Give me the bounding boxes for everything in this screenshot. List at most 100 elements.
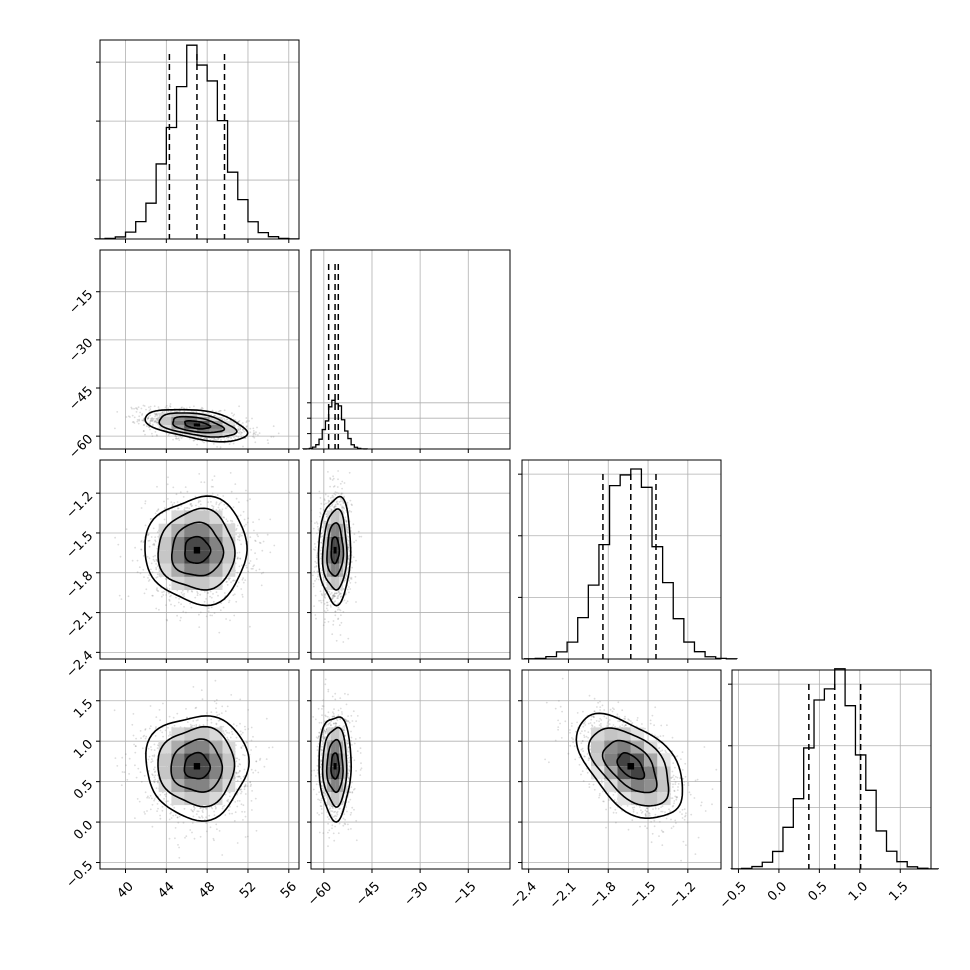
panel-frame [521,669,722,870]
x-tick-label-2-2: −1.8 [587,879,620,912]
density-cell [158,523,172,537]
density-cell [339,766,344,780]
density-cell [331,727,336,741]
y-tick-label-3-0: −0.5 [63,858,96,891]
density-content [113,679,274,859]
density-cell [335,766,340,780]
density-cell [644,779,658,793]
density-cell [604,727,618,741]
density-cell [339,792,344,806]
density-cell [331,576,336,590]
density-cell [184,727,197,741]
panel-frame [310,669,511,870]
y-tick-label-1-3: −15 [66,287,96,317]
density-cell [630,792,645,806]
density-panel-3-1 [307,669,511,873]
density-cell [339,550,344,564]
density-cell [171,766,185,780]
contour-level-1 [325,738,344,794]
density-cell [331,550,336,564]
contour-level-3 [318,716,353,823]
y-tick-label-2-2: −1.8 [63,569,96,602]
density-cell [158,766,172,780]
density-cell [335,536,340,551]
density-cell [323,766,327,780]
histogram-panel-0 [94,39,300,243]
x-tick-label-2-3: −1.5 [626,879,659,912]
x-tick-label-3-4: 1.5 [886,879,911,904]
density-peak [193,546,201,554]
density-cell [335,563,340,577]
density-cell [331,779,336,793]
histogram-2 [524,468,738,660]
density-cell [335,523,340,537]
density-cell [171,523,185,537]
density-cell [209,428,223,433]
contour-level-0 [330,752,341,780]
density-cell [343,550,348,564]
density-cell [209,550,223,564]
density-cell [209,576,223,590]
density-cell [331,536,336,551]
histogram-panel-2 [518,459,738,663]
contour-level-3 [145,715,250,822]
y-tick-label-1-1: −45 [66,384,96,414]
contour-level-3 [317,495,352,607]
density-cell [171,412,185,417]
x-tick-label-3-2: 0.5 [805,879,830,904]
density-cell [335,779,340,793]
density-cell [323,536,327,551]
panel-frame [99,669,300,870]
density-cell [158,563,172,577]
histogram-panel-1 [302,249,511,453]
density-cell [184,576,197,590]
density-cell [323,753,327,767]
density-cell [196,428,210,433]
density-cell [171,550,185,564]
contour-level-2 [158,412,238,438]
density-panel-2-1 [307,459,511,663]
density-cell [335,576,340,590]
contour-level-2 [157,725,236,808]
density-cell [323,550,327,564]
density-cell [604,740,618,754]
density-cell [339,536,344,551]
density-cell [343,766,348,780]
density-panel-1-0 [96,249,300,453]
density-cell [604,779,618,793]
panel-frame [310,249,511,450]
density-cell [196,523,210,537]
histogram-3 [730,668,939,870]
density-panel-3-0 [96,669,300,873]
x-tick-label-2-0: −2.4 [507,879,540,912]
y-tick-label-2-3: −1.5 [63,529,96,562]
density-cell [617,779,631,793]
y-tick-label-3-2: 0.5 [71,777,96,802]
density-peak [333,763,337,770]
x-tick-label-3-0: −0.5 [717,879,750,912]
density-cell [196,727,210,741]
histogram-1 [302,399,368,450]
panel-frame [521,459,722,660]
density-cell [604,766,618,780]
density-cell [158,536,172,551]
density-cell [331,792,336,806]
x-tick-label-0-1: 44 [155,879,177,901]
density-panel-2-0 [96,459,300,663]
density-cell [617,753,631,767]
contour-level-2 [157,507,236,591]
density-cell [335,792,340,806]
density-cell [158,753,172,767]
density-cell [209,740,223,754]
panel-frame [731,669,932,870]
contour-level-0 [616,752,646,780]
density-content [114,472,291,634]
density-cell [209,766,223,780]
density-cell [222,563,236,577]
density-cell [184,416,197,421]
density-cell [604,753,618,767]
x-tick-label-2-4: −1.2 [666,879,699,912]
density-cell [343,753,348,767]
contour-level-1 [171,521,225,577]
